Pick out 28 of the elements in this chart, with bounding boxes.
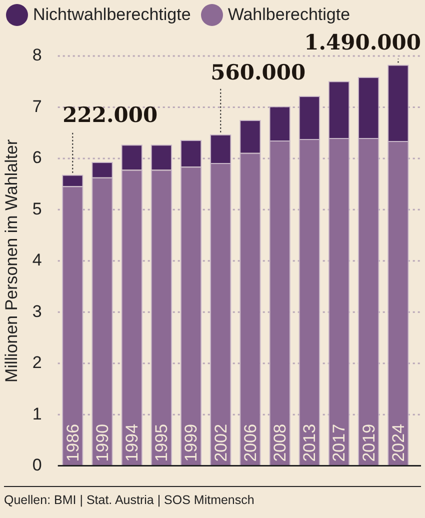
legend-label: Wahlberechtigte: [228, 5, 350, 25]
x-tick-label: 1995: [152, 424, 172, 462]
y-tick-label: 6: [32, 148, 42, 168]
source-note: Quellen: BMI | Stat. Austria | SOS Mitmensch: [4, 486, 421, 507]
y-tick-label: 3: [32, 302, 42, 321]
y-tick-label: 0: [32, 455, 42, 474]
x-tick-label: 2006: [240, 424, 260, 462]
y-tick-label: 2: [32, 353, 42, 372]
y-tick-label: 5: [32, 199, 42, 218]
y-tick-label: 7: [32, 96, 42, 116]
y-axis-title: Millionen Personen im Wahlalter: [2, 138, 21, 382]
x-tick-label: 1994: [122, 424, 142, 462]
legend-label: Nichtwahlberechtigte: [33, 5, 191, 25]
annotation: 222.000: [62, 102, 158, 127]
y-tick-label: 8: [32, 46, 42, 65]
x-tick-label: 2019: [359, 424, 378, 462]
x-tick-label: 2002: [211, 424, 230, 462]
x-tick-label: 2024: [388, 424, 408, 462]
y-tick-label: 1: [32, 404, 42, 424]
y-tick-label: 4: [32, 250, 42, 270]
x-tick-label: 1986: [63, 424, 82, 462]
x-tick-label: 2008: [270, 424, 290, 462]
x-tick-label: 1999: [182, 424, 201, 462]
annotation: 1.490.000: [304, 30, 421, 55]
x-tick-label: 1990: [92, 424, 112, 462]
annotation: 560.000: [210, 59, 306, 84]
x-tick-label: 2013: [300, 424, 320, 462]
x-tick-label: 2017: [330, 424, 349, 462]
